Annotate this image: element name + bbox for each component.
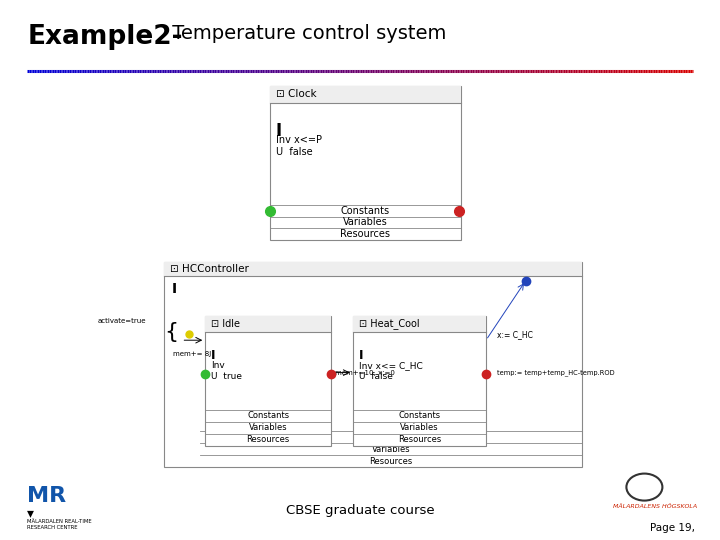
Text: Temperature control system: Temperature control system — [166, 24, 446, 43]
Text: ⊡ Idle: ⊡ Idle — [211, 319, 240, 329]
Text: Inv x<= C_HC: Inv x<= C_HC — [359, 361, 423, 370]
Text: I: I — [359, 349, 363, 362]
FancyBboxPatch shape — [205, 316, 331, 446]
Text: {: { — [164, 322, 179, 342]
FancyBboxPatch shape — [164, 262, 582, 467]
Text: Resources: Resources — [397, 435, 441, 444]
Text: MR: MR — [27, 485, 66, 506]
Text: U  true: U true — [211, 373, 242, 381]
FancyBboxPatch shape — [270, 86, 461, 103]
Text: ⊡ Heat_Cool: ⊡ Heat_Cool — [359, 319, 419, 329]
Text: Resources: Resources — [246, 435, 290, 444]
FancyBboxPatch shape — [353, 316, 486, 446]
Text: Resources: Resources — [341, 230, 390, 239]
Text: Variables: Variables — [249, 423, 287, 432]
Text: Constants: Constants — [398, 411, 441, 420]
Text: Constants: Constants — [370, 433, 412, 442]
Text: I: I — [211, 349, 215, 362]
Text: ⊡ Clock: ⊡ Clock — [276, 90, 316, 99]
Text: mem+= 8J: mem+= 8J — [173, 350, 211, 357]
Text: ⊡ HCController: ⊡ HCController — [170, 264, 249, 274]
FancyBboxPatch shape — [353, 316, 486, 332]
Text: Resources: Resources — [369, 457, 413, 465]
FancyBboxPatch shape — [164, 262, 582, 276]
Text: CBSE graduate course: CBSE graduate course — [286, 504, 434, 517]
Text: Constants: Constants — [247, 411, 289, 420]
Text: x:= C_HC: x:= C_HC — [497, 330, 533, 339]
Text: MÄLARDALENS HÖGSKOLA: MÄLARDALENS HÖGSKOLA — [613, 504, 697, 509]
Text: I: I — [276, 123, 282, 140]
Text: MÄLARDALEN REAL-TIME
RESEARCH CENTRE: MÄLARDALEN REAL-TIME RESEARCH CENTRE — [27, 519, 92, 530]
Text: U  false: U false — [276, 147, 312, 157]
Text: Variables: Variables — [400, 423, 438, 432]
Text: Inv: Inv — [211, 361, 225, 370]
Text: ▾: ▾ — [27, 506, 35, 520]
Text: Inv x<=P: Inv x<=P — [276, 134, 322, 145]
Text: activate=true: activate=true — [97, 318, 145, 325]
Text: temp:= temp+temp_HC-temp.ROD: temp:= temp+temp_HC-temp.ROD — [497, 369, 614, 376]
Text: I: I — [171, 282, 176, 296]
Text: Variables: Variables — [372, 445, 410, 454]
Text: U  false: U false — [359, 373, 392, 381]
Text: Variables: Variables — [343, 218, 388, 227]
Text: Constants: Constants — [341, 206, 390, 215]
Text: Page 19,: Page 19, — [649, 523, 695, 533]
Text: mem+=10, x:=0: mem+=10, x:=0 — [335, 369, 395, 376]
FancyBboxPatch shape — [205, 316, 331, 332]
FancyBboxPatch shape — [270, 86, 461, 240]
Text: Example2-: Example2- — [27, 24, 183, 50]
